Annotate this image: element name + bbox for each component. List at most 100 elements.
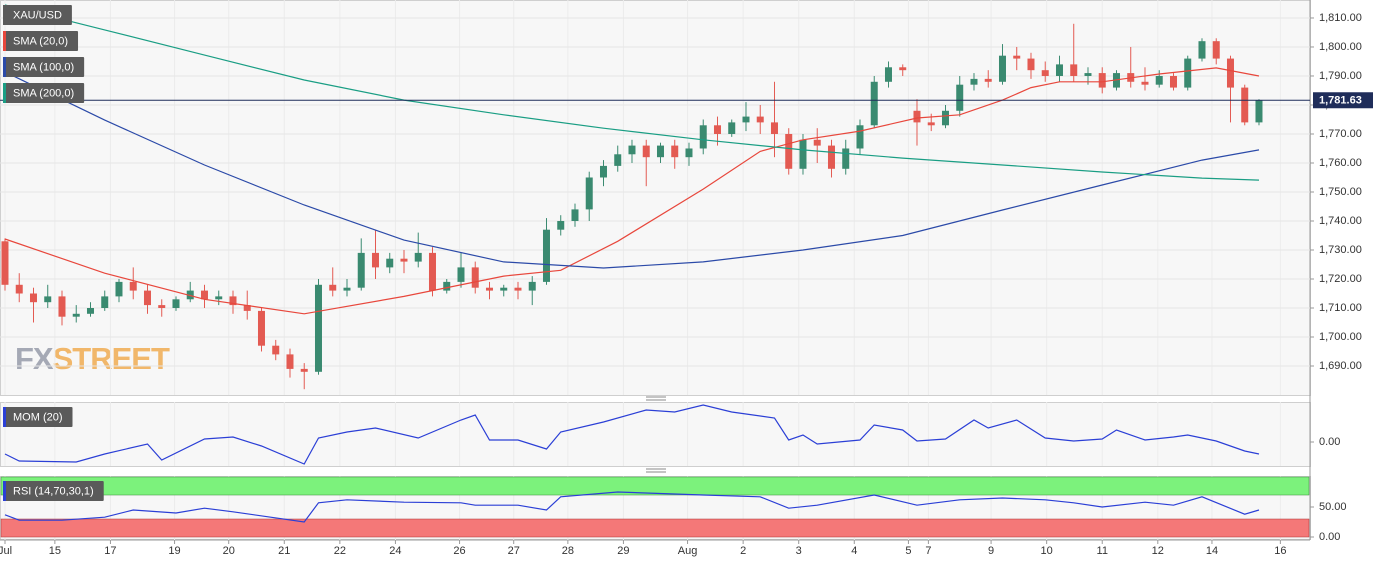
label-box [3, 481, 104, 501]
candle-body [1241, 87, 1249, 123]
candle-body [357, 252, 365, 288]
candle-body [200, 290, 208, 300]
candle-body [941, 110, 949, 126]
candle-body [58, 296, 66, 317]
last-price-label: 1,781.63 [1319, 95, 1362, 107]
candle-body [1041, 70, 1049, 76]
candle-body [229, 296, 237, 306]
x-tick-label: Jul [0, 545, 12, 557]
candle-body [1084, 73, 1092, 76]
label-box [3, 31, 79, 51]
candle-body [1070, 64, 1078, 76]
candle-body [186, 290, 194, 300]
y-tick-label: 1,750.00 [1319, 186, 1362, 198]
panel-label: RSI (14,70,30,1) [3, 481, 104, 501]
candle-body [1, 241, 9, 285]
candle-body [44, 296, 52, 303]
x-tick-label: 2 [740, 545, 746, 557]
y-tick-label: 1,700.00 [1319, 331, 1362, 343]
last-price-box [1313, 92, 1373, 109]
y-tick-label: 1,770.00 [1319, 128, 1362, 140]
x-tick-label: 28 [562, 545, 574, 557]
x-tick-label: 26 [453, 545, 465, 557]
candle-body [756, 116, 764, 123]
candle-body [884, 67, 892, 82]
x-tick-label: 17 [104, 545, 116, 557]
candle-body [1013, 55, 1021, 59]
series-line [4, 71, 1260, 269]
candle-body [1255, 100, 1263, 123]
candle-body [585, 177, 593, 210]
candle-body [428, 252, 436, 291]
series-line [4, 404, 1260, 465]
x-tick-label: 19 [168, 545, 180, 557]
watermark-street: STREET [53, 341, 170, 376]
candle-body [457, 267, 465, 282]
candle-body [1184, 58, 1192, 88]
candle-body [257, 310, 265, 346]
label-box [3, 407, 73, 427]
y-tick-label: 1,800.00 [1319, 41, 1362, 53]
y-tick-label: 1,720.00 [1319, 273, 1362, 285]
x-tick-label: 3 [796, 545, 802, 557]
y-tick-label: 1,810.00 [1319, 12, 1362, 24]
candle-body [286, 354, 294, 369]
resize-handle[interactable] [646, 396, 666, 401]
main-panel [0, 0, 1311, 396]
label-box [3, 57, 85, 77]
x-tick-label: Aug [678, 545, 698, 557]
candle-body [813, 139, 821, 146]
panel-label: XAU/USD [3, 5, 72, 25]
watermark: FXSTREET [15, 341, 170, 376]
candle-body [1226, 58, 1234, 88]
x-tick-label: 11 [1097, 545, 1108, 557]
panel-label: MOM (20) [3, 407, 73, 427]
candle-body [514, 287, 522, 291]
candle-body [272, 345, 280, 355]
candle-body [215, 296, 223, 300]
series-line [4, 67, 1260, 315]
label-text: SMA (200,0) [13, 87, 74, 99]
label-stripe [3, 5, 6, 25]
series-line [4, 4, 1260, 181]
x-tick-label: 22 [334, 545, 346, 557]
candle-body [1198, 41, 1206, 59]
y-tick-label: 1,760.00 [1319, 157, 1362, 169]
y-tick-label: 50.00 [1319, 501, 1347, 513]
label-box [3, 83, 85, 103]
candle-body [984, 78, 992, 82]
series-line [4, 491, 1260, 523]
candle-body [614, 154, 622, 166]
panel-label: SMA (20,0) [3, 31, 79, 51]
candle-body [956, 84, 964, 111]
candle-body [557, 220, 565, 230]
candle-body [329, 284, 337, 291]
x-tick-label: 20 [223, 545, 235, 557]
candle-body [856, 125, 864, 149]
label-stripe [3, 481, 6, 501]
candle-body [970, 78, 978, 85]
candle-body [998, 55, 1006, 82]
candle-body [656, 145, 664, 158]
label-stripe [3, 57, 6, 77]
label-text: MOM (20) [13, 411, 63, 423]
label-stripe [3, 31, 6, 51]
x-tick-label: 16 [1274, 545, 1286, 557]
candle-body [685, 148, 693, 158]
candle-body [485, 287, 493, 291]
x-tick-label: 12 [1152, 545, 1164, 557]
candle-body [528, 281, 536, 291]
candle-body [172, 299, 180, 308]
y-tick-label: 0.00 [1319, 436, 1340, 448]
candle-body [728, 122, 736, 134]
x-tick-label: 9 [988, 545, 994, 557]
y-tick-label: 1,740.00 [1319, 215, 1362, 227]
candle-body [29, 293, 37, 303]
candle-body [542, 229, 550, 282]
y-tick-label: 0.00 [1319, 531, 1340, 543]
candle-body [870, 81, 878, 126]
candle-body [443, 281, 451, 291]
resize-handle[interactable] [646, 468, 666, 473]
y-tick-label: 1,790.00 [1319, 70, 1362, 82]
x-tick-label: 7 [925, 545, 931, 557]
